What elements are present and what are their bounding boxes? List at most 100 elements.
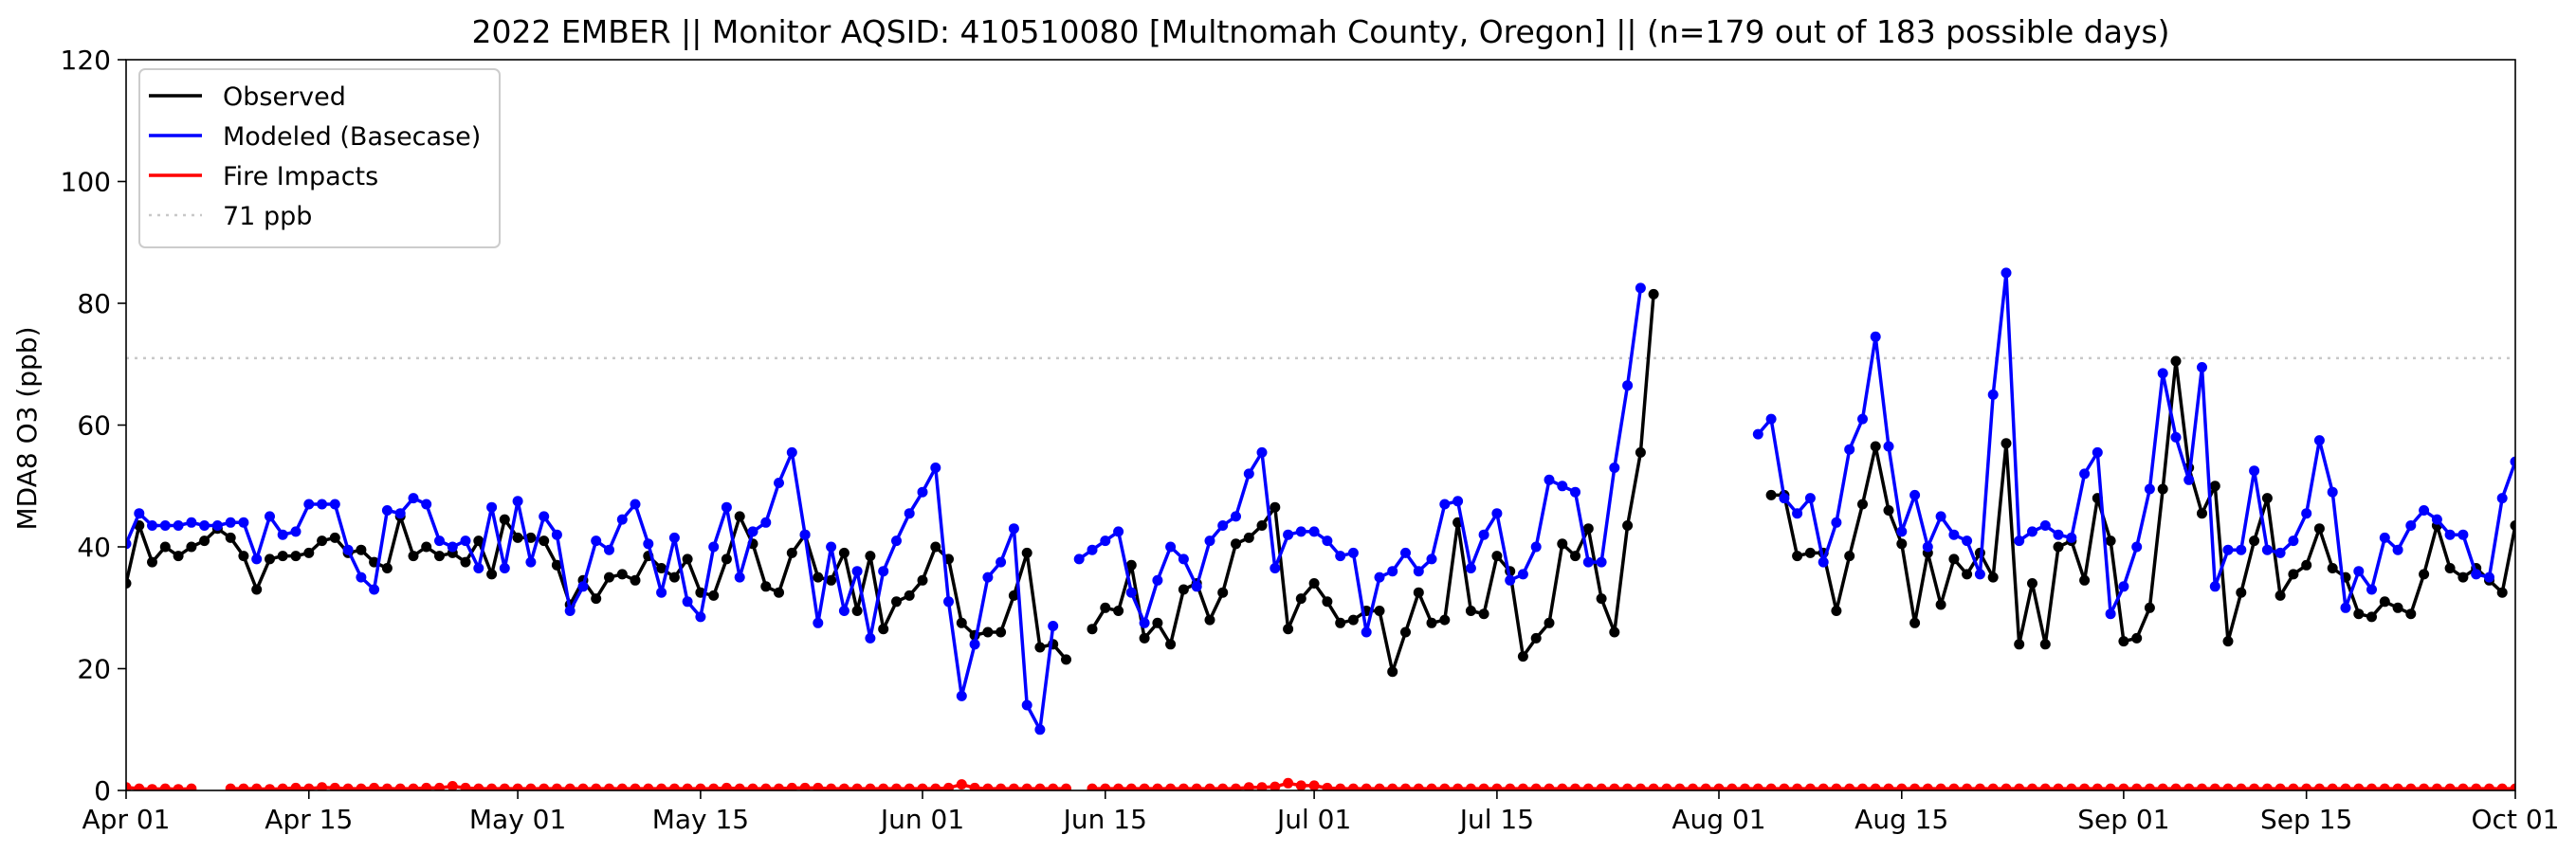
data-point: [2471, 569, 2482, 580]
data-point: [2510, 456, 2515, 467]
legend-label: Fire Impacts: [223, 162, 378, 191]
data-point: [539, 783, 550, 790]
data-point: [774, 783, 784, 790]
data-point: [1322, 782, 1333, 790]
data-point: [1113, 526, 1124, 537]
y-tick-label: 100: [61, 167, 111, 198]
data-point: [2118, 783, 2129, 790]
data-point: [1152, 617, 1163, 628]
data-point: [551, 529, 562, 540]
data-point: [1087, 783, 1098, 790]
data-point: [408, 493, 419, 504]
data-point: [760, 517, 772, 528]
data-point: [668, 783, 680, 790]
data-point: [1413, 587, 1424, 598]
data-point: [1374, 606, 1385, 616]
data-point: [1231, 538, 1241, 550]
data-point: [512, 532, 523, 543]
data-point: [1909, 617, 1921, 628]
data-point: [329, 782, 340, 790]
data-point: [1896, 538, 1908, 550]
data-point: [303, 783, 315, 790]
data-point: [1413, 566, 1424, 577]
data-point: [499, 783, 510, 790]
data-point: [1308, 780, 1320, 790]
data-point: [695, 783, 706, 790]
data-point: [1087, 624, 1098, 635]
data-point: [1165, 783, 1177, 790]
data-point: [342, 544, 354, 555]
data-point: [1674, 783, 1686, 790]
data-point: [1935, 511, 1946, 522]
data-point: [1100, 535, 1111, 547]
data-point: [238, 517, 249, 528]
data-point: [2313, 435, 2325, 446]
data-point: [708, 783, 720, 790]
data-point: [1752, 783, 1763, 790]
data-point: [1752, 428, 1763, 440]
data-point: [303, 547, 315, 558]
data-point: [1335, 783, 1346, 790]
data-point: [551, 783, 562, 790]
data-point: [2039, 520, 2051, 531]
data-point: [225, 532, 236, 543]
data-point: [1113, 606, 1124, 616]
data-point: [147, 784, 157, 790]
data-point: [147, 556, 157, 568]
data-point: [186, 541, 197, 553]
data-point: [1883, 441, 1894, 452]
data-point: [760, 581, 772, 592]
data-point: [251, 554, 263, 565]
data-point: [2275, 783, 2286, 790]
data-point: [1896, 783, 1908, 790]
data-point: [473, 535, 484, 547]
data-point: [1387, 566, 1398, 577]
x-tick-label: Apr 01: [82, 804, 171, 835]
data-point: [277, 529, 288, 540]
axes: 0 20 40 60 80 100 120 Apr 01 Apr 15 May 01 May 15 J…: [61, 45, 2560, 835]
data-point: [1792, 508, 1803, 519]
data-point: [1087, 544, 1098, 555]
data-point: [1283, 777, 1294, 789]
data-point: [2079, 574, 2091, 586]
data-point: [238, 783, 249, 790]
data-point: [838, 547, 850, 558]
data-point: [826, 574, 837, 586]
data-point: [2105, 608, 2116, 620]
data-point: [134, 508, 145, 519]
data-point: [134, 783, 145, 790]
data-point: [799, 782, 811, 790]
data-point: [1700, 783, 1711, 790]
data-point: [1544, 474, 1555, 485]
data-point: [2288, 569, 2299, 580]
data-point: [460, 556, 471, 568]
data-point: [865, 551, 876, 562]
data-point: [2236, 783, 2247, 790]
data-point: [1844, 551, 1855, 562]
data-point: [1439, 783, 1451, 790]
data-point: [2092, 783, 2103, 790]
y-tick-label: 80: [77, 288, 111, 319]
data-point: [2379, 783, 2390, 790]
x-tick-label: Jun 01: [879, 804, 964, 835]
legend-label: Modeled (Basecase): [223, 122, 481, 152]
data-point: [265, 554, 275, 565]
data-point: [616, 783, 628, 790]
data-point: [695, 611, 706, 623]
data-point: [2379, 532, 2390, 543]
data-point: [604, 783, 614, 790]
data-point: [734, 511, 745, 522]
data-point: [1191, 783, 1202, 790]
data-point: [904, 783, 915, 790]
data-point: [1178, 554, 1189, 565]
data-point: [2001, 267, 2012, 279]
data-point: [2288, 783, 2299, 790]
data-point: [2209, 783, 2220, 790]
chart-title: 2022 EMBER || Monitor AQSID: 410510080 […: [471, 13, 2169, 50]
data-point: [408, 551, 419, 562]
data-point: [1962, 783, 1973, 790]
data-point: [1270, 563, 1281, 573]
data-point: [891, 783, 902, 790]
y-tick-label: 40: [77, 532, 111, 563]
data-point: [1295, 526, 1306, 537]
